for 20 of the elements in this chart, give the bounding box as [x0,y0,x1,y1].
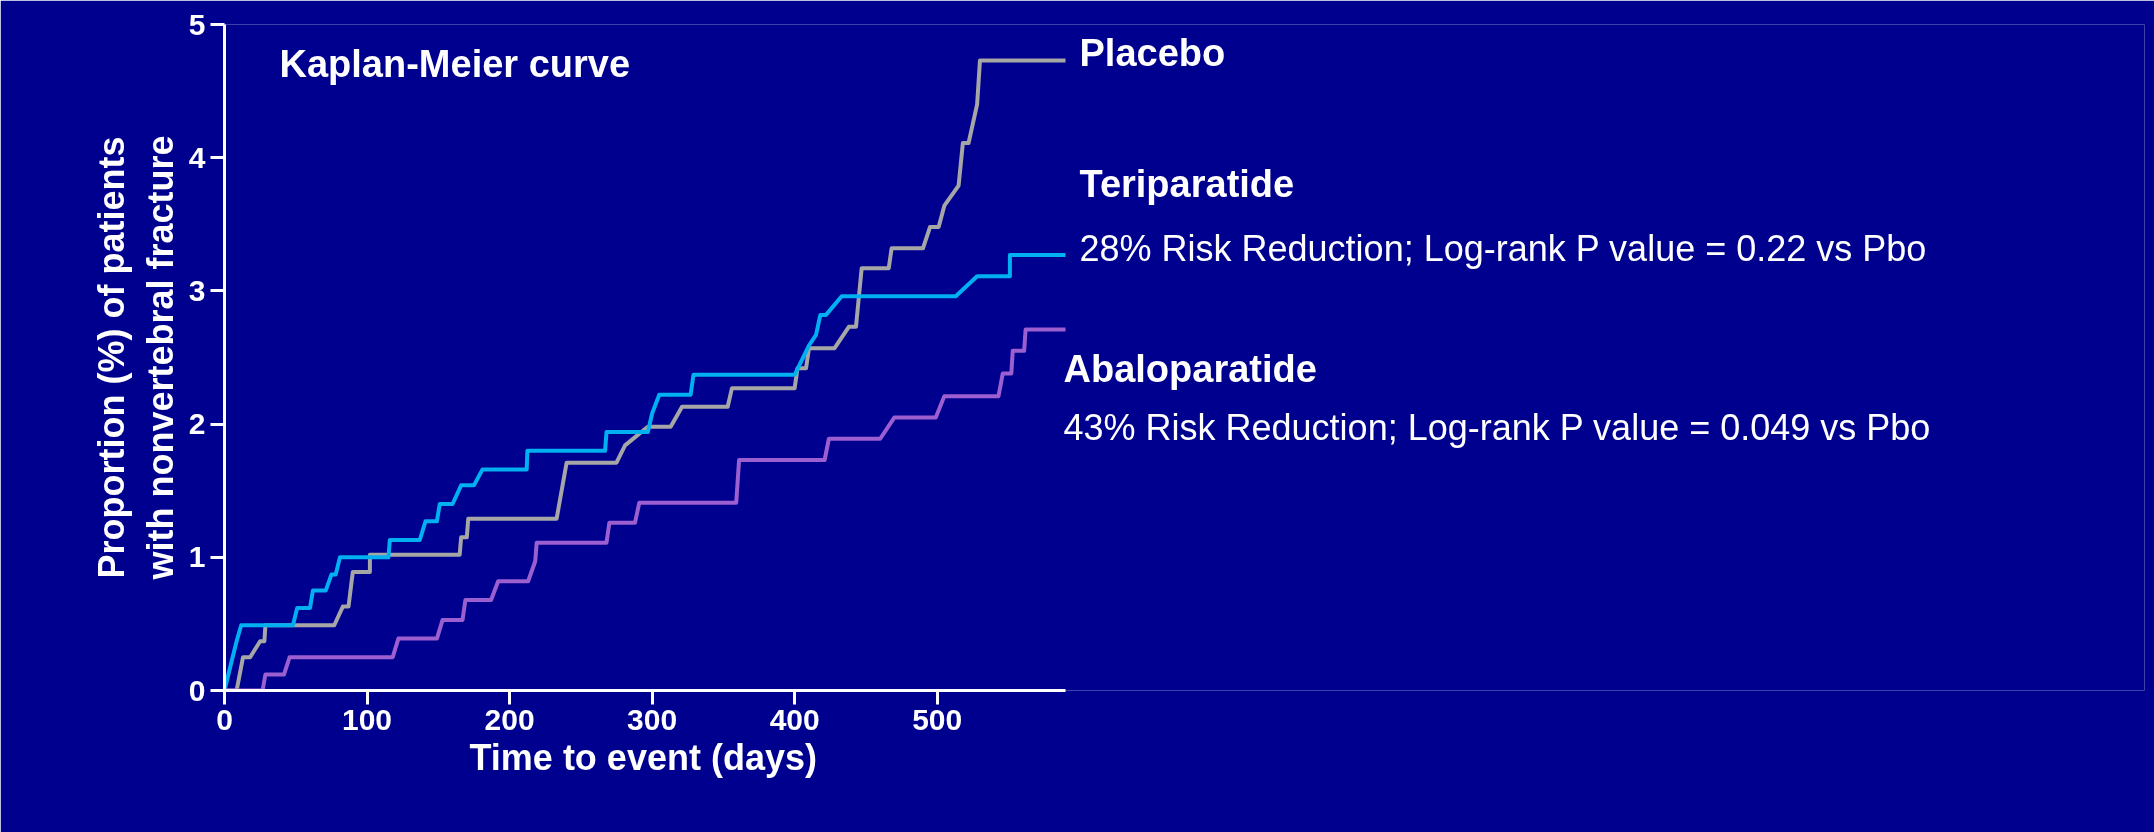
series-label: Teriparatide [1079,162,1295,205]
x-tick-label: 500 [912,702,963,736]
y-tick-label: 2 [188,407,206,441]
x-tick-label: 100 [342,702,393,736]
annotation: 43% Risk Reduction; Log-rank P value = 0.049 vs Pbo [1063,406,1931,448]
text: Kaplan-Meier curve [279,42,631,85]
y-axis-title: Proportion (%) of patients with nonvertebral fracture [90,135,181,581]
text: 28% Risk Reduction; Log-rank P value = 0.22 vs Pbo [1079,227,1927,269]
y-tick-label: 0 [188,673,206,707]
y-tick-label: 3 [188,273,206,307]
y-tick-label: 5 [188,7,206,41]
x-axis-title: Time to event (days) [469,736,817,778]
x-tick-label: 300 [627,702,678,736]
x-tick-label: 0 [216,702,233,736]
series-label: Placebo [1079,32,1226,75]
series-label: Abaloparatide [1063,347,1317,390]
x-tick-label: 200 [484,702,535,736]
y-tick-label: 4 [188,140,206,174]
y-tick-label: 1 [188,540,206,574]
x-tick-label: 400 [769,702,820,736]
